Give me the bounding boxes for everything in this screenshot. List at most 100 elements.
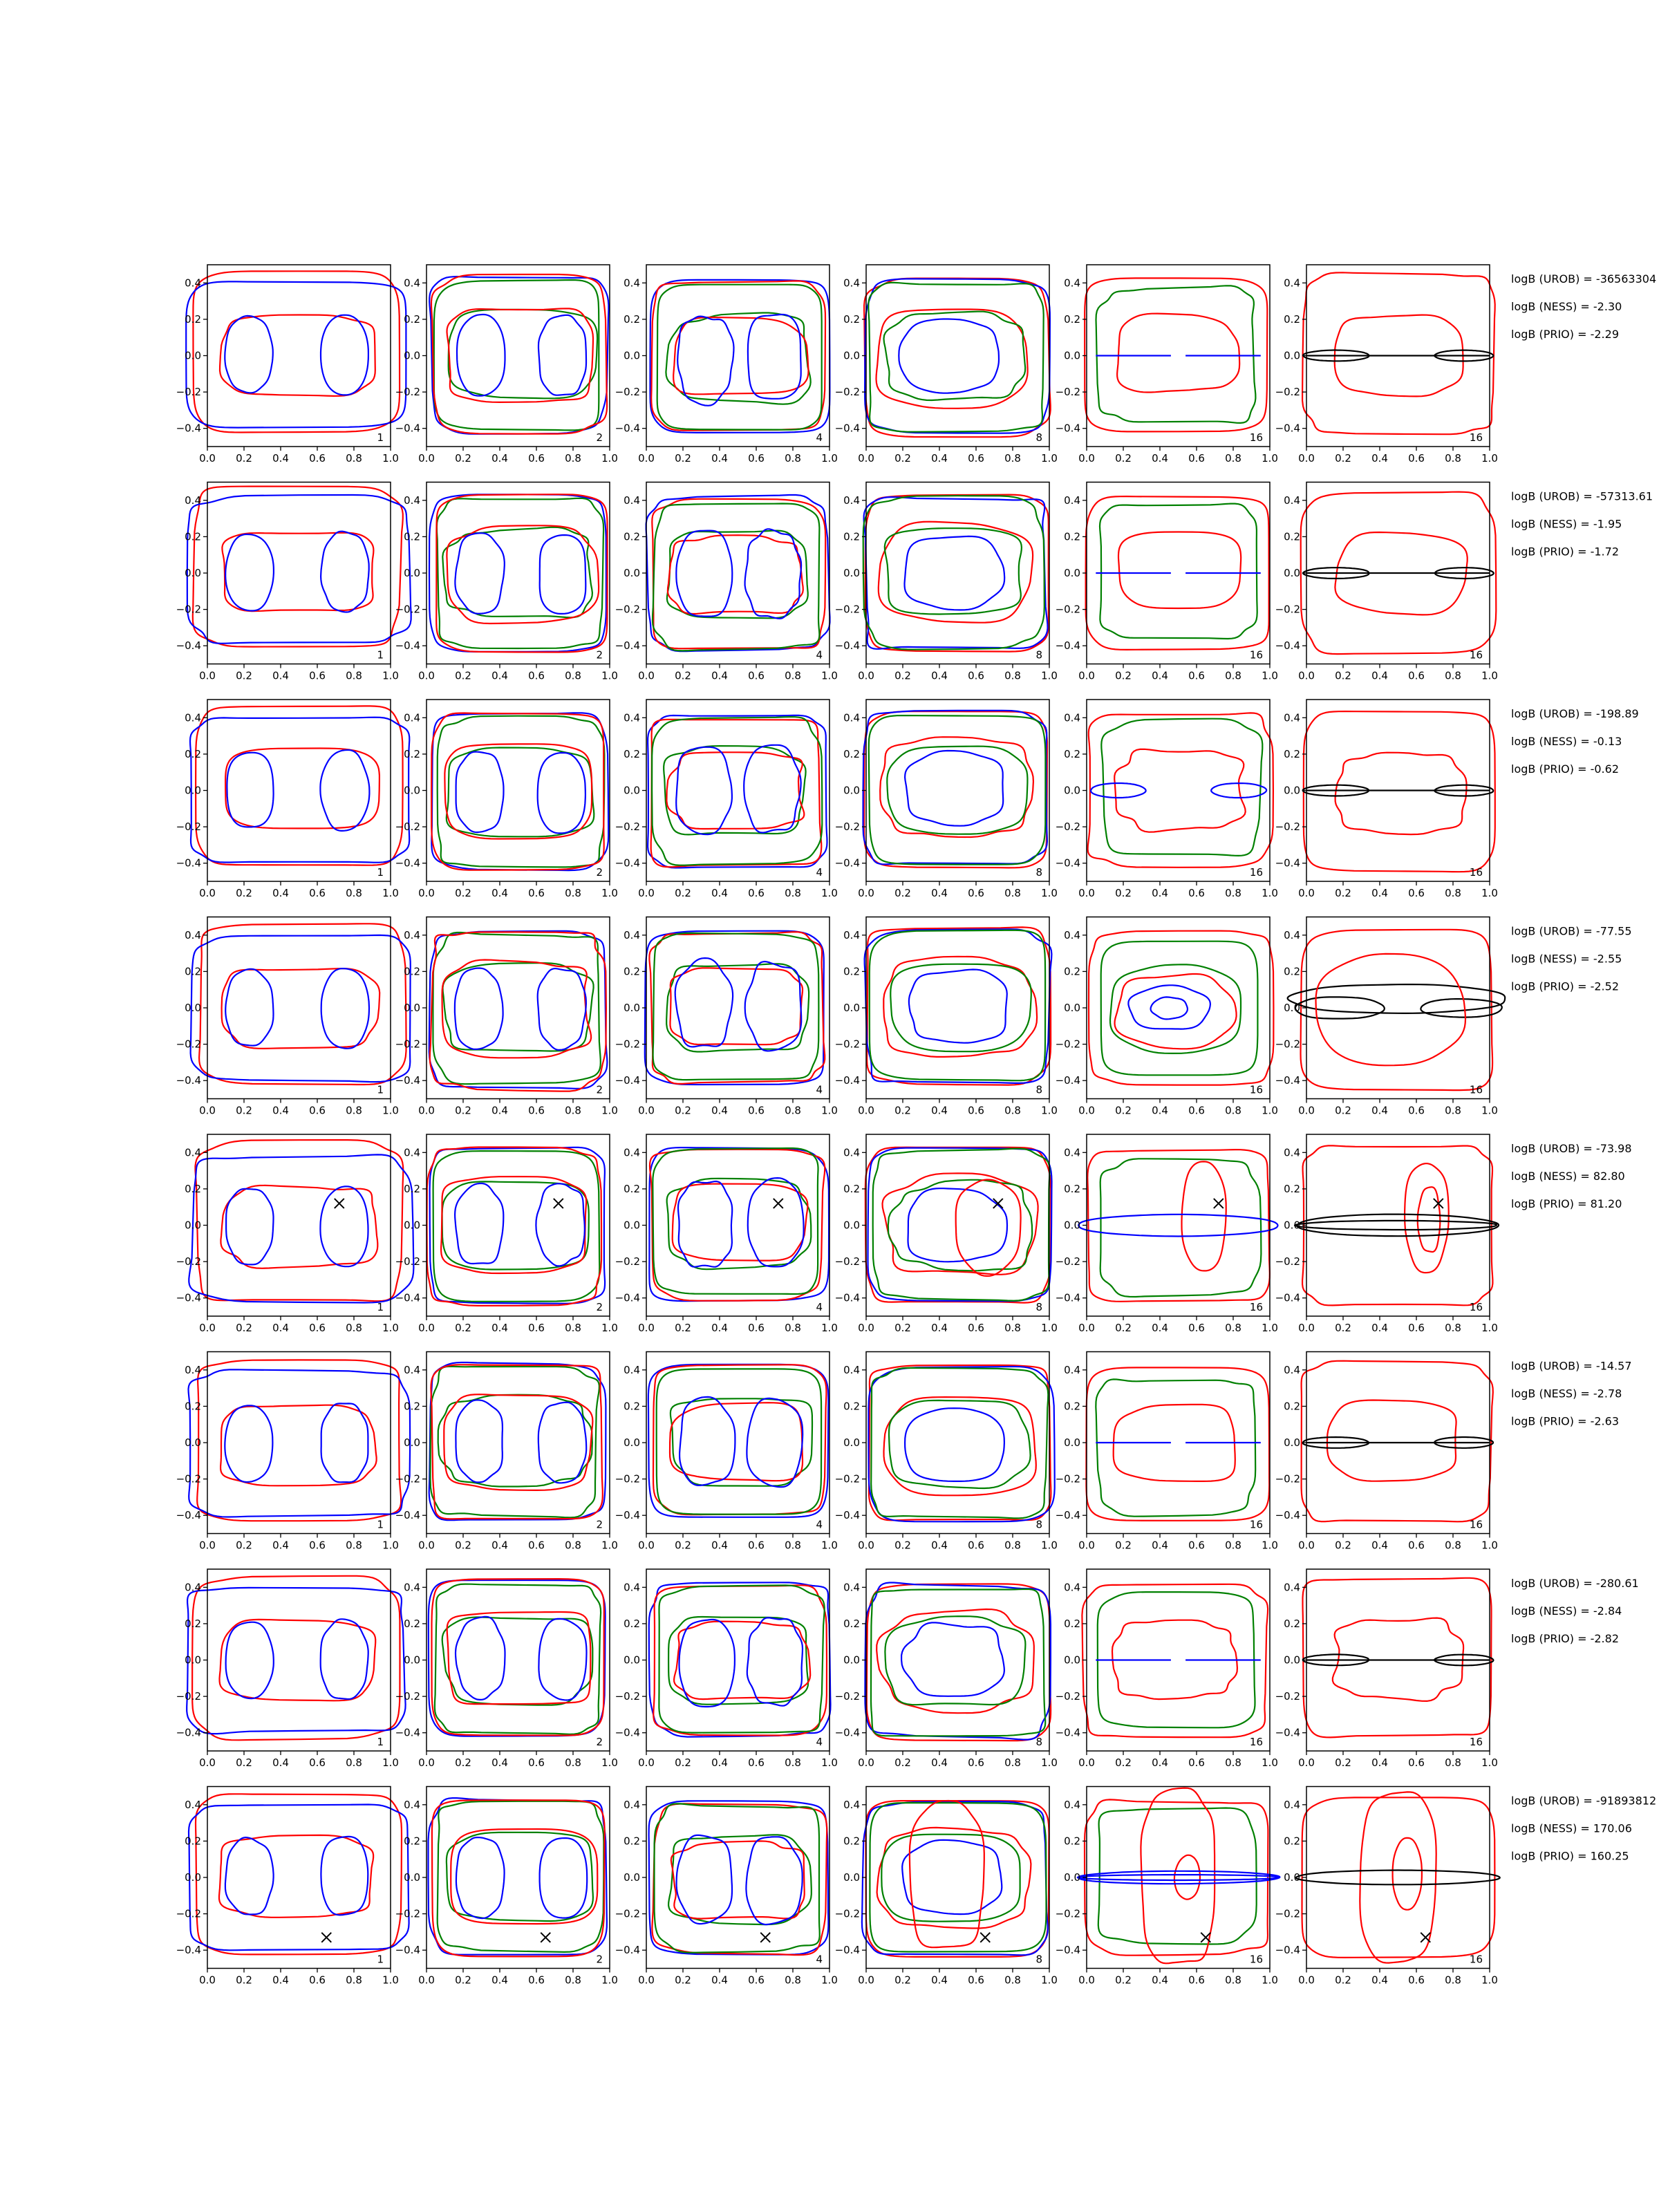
y-tick-label: 0.2	[843, 313, 860, 326]
logb-annotation: logB (NESS) = -2.78	[1511, 1387, 1622, 1400]
x-tick-label: 0.6	[528, 1539, 545, 1552]
x-tick-label: 0.2	[675, 452, 691, 465]
panel-r1-c6: 0.4 0.2 0.0 −0.2 −0.4 0.0 0.2 0.4 0.6 0.8 1.0 16	[1275, 264, 1498, 465]
x-tick-label: 0.8	[565, 670, 581, 682]
x-tick-label: 0.8	[565, 1974, 581, 1987]
x-tick-label: 0.8	[1004, 1756, 1021, 1769]
y-tick-label: −0.4	[835, 1074, 860, 1087]
y-tick-label: 0.0	[1064, 350, 1080, 362]
x-tick-label: 0.4	[1371, 1105, 1388, 1117]
contour-red-outer	[191, 485, 404, 648]
y-tick-label: −0.4	[395, 422, 420, 435]
x-tick-label: 0.6	[1188, 670, 1205, 682]
panel-r7-c5: 0.4 0.2 0.0 −0.2 −0.4 0.0 0.2 0.4 0.6 0.8 1.0 16	[1056, 1568, 1278, 1769]
logb-annotation: logB (NESS) = 82.80	[1511, 1170, 1625, 1183]
y-tick-label: −0.2	[1056, 1690, 1080, 1703]
y-tick-label: 0.0	[624, 567, 640, 579]
x-tick-label: 0.6	[1408, 1105, 1425, 1117]
x-tick-label: 0.6	[309, 1539, 326, 1552]
y-tick-label: 0.4	[1064, 929, 1080, 941]
y-tick-label: 0.4	[1284, 711, 1300, 724]
contour-blue-left	[226, 751, 274, 828]
x-tick-label: 0.8	[346, 1539, 362, 1552]
y-tick-label: 0.4	[1284, 1581, 1300, 1593]
x-tick-label: 0.4	[711, 1756, 728, 1769]
x-tick-label: 0.6	[748, 452, 765, 465]
y-tick-label: −0.4	[176, 857, 201, 870]
x-tick-label: 0.2	[455, 1322, 471, 1334]
contour-red-inner	[1117, 531, 1242, 610]
contour-red-inner	[1114, 973, 1237, 1050]
contour-blue-outer	[188, 1154, 415, 1304]
contour-blue-outer	[648, 1800, 830, 1956]
x-tick-label: 1.0	[1262, 1105, 1278, 1117]
x-tick-label: 1.0	[821, 887, 838, 899]
contour-blue-left	[225, 968, 274, 1047]
y-tick-label: −0.4	[1275, 1727, 1300, 1739]
y-tick-label: 0.2	[185, 1835, 201, 1847]
contour-green-inner	[442, 526, 594, 619]
y-tick-label: −0.2	[1056, 1255, 1080, 1268]
contour-red-inner	[440, 1175, 588, 1275]
x-tick-label: 0.0	[418, 1756, 435, 1769]
contour-blue-right	[538, 1618, 588, 1701]
y-tick-label: 0.4	[1064, 1799, 1080, 1811]
contour-blue-outer	[185, 281, 407, 429]
x-tick-label: 0.6	[968, 1756, 984, 1769]
y-tick-label: 0.0	[843, 1436, 860, 1449]
x-tick-label: 0.2	[675, 1539, 691, 1552]
contour-blue-outer	[431, 712, 610, 872]
x-tick-label: 0.8	[785, 887, 801, 899]
x-tick-label: 1.0	[1262, 1322, 1278, 1334]
contour-red-inner	[221, 532, 375, 612]
logb-annotation: logB (UROB) = -36563304	[1511, 272, 1656, 285]
logb-annotation: logB (NESS) = -2.30	[1511, 300, 1622, 313]
contour-blue-left	[679, 1396, 736, 1486]
x-tick-label: 0.4	[491, 1539, 508, 1552]
x-tick-label: 1.0	[821, 1105, 838, 1117]
y-tick-label: 0.4	[404, 1799, 420, 1811]
y-tick-label: −0.4	[395, 1074, 420, 1087]
y-tick-label: −0.2	[176, 1038, 201, 1051]
x-tick-label: 0.0	[1298, 452, 1315, 465]
x-tick-label: 1.0	[821, 1756, 838, 1769]
x-tick-label: 0.6	[1188, 1756, 1205, 1769]
x-marker	[1420, 1932, 1431, 1943]
contour-red-outer	[868, 1364, 1052, 1521]
x-tick-label: 0.4	[491, 1322, 508, 1334]
axes-frame	[426, 1785, 610, 1969]
y-tick-label: 0.4	[843, 276, 860, 289]
contour-red-core	[1416, 1186, 1441, 1253]
x-tick-label: 0.4	[711, 452, 728, 465]
x-tick-label: 0.6	[309, 887, 326, 899]
y-tick-label: −0.2	[176, 1473, 201, 1485]
y-tick-label: 0.4	[624, 1581, 640, 1593]
x-tick-label: 0.0	[1078, 452, 1095, 465]
logb-annotation: logB (PRIO) = -2.52	[1511, 980, 1619, 993]
x-tick-label: 0.6	[968, 1974, 984, 1987]
contour-blue-left	[224, 1405, 274, 1483]
y-tick-label: 0.2	[843, 530, 860, 543]
contour-red-inner	[446, 308, 594, 404]
x-tick-label: 0.0	[1078, 670, 1095, 682]
x-tick-label: 0.0	[858, 1105, 874, 1117]
contour-blue-left	[453, 1182, 505, 1265]
y-tick-label: −0.4	[395, 1292, 420, 1304]
panel-r5-c1: 0.4 0.2 0.0 −0.2 −0.4 0.0 0.2 0.4 0.6 0.8 1.0 1	[176, 1134, 415, 1334]
x-tick-label: 0.6	[968, 452, 984, 465]
contour-blue-left	[225, 1621, 274, 1700]
contour-red-inner	[446, 525, 600, 625]
x-tick-label: 0.4	[1152, 1539, 1168, 1552]
x-tick-label: 0.2	[1335, 1105, 1351, 1117]
contour-blue-outer	[645, 494, 831, 653]
panel-number-label: 8	[1035, 1736, 1042, 1748]
contour-red-focus	[1404, 1163, 1450, 1274]
contour-green-inner	[445, 1831, 594, 1922]
x-tick-label: 0.2	[1115, 1322, 1132, 1334]
panel-number-label: 16	[1250, 1301, 1263, 1313]
axes-frame	[207, 481, 391, 665]
contour-blue-right	[319, 1185, 369, 1268]
y-tick-label: 0.2	[624, 748, 640, 760]
contour-red-inner	[444, 743, 593, 840]
contour-green-outer	[1100, 718, 1264, 857]
